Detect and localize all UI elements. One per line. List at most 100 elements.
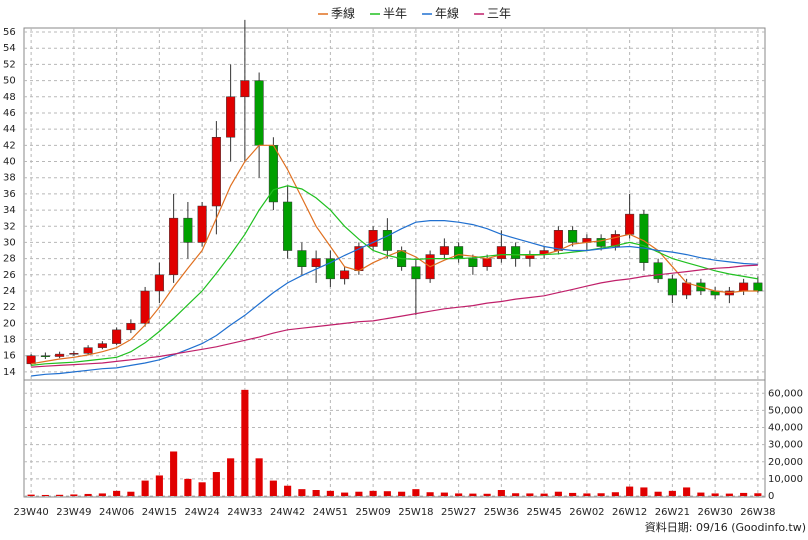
- ma-line: [31, 220, 758, 377]
- volume-bar: [70, 494, 78, 496]
- y-tick-label: 56: [3, 27, 16, 38]
- x-tick-label: 23W49: [56, 507, 91, 518]
- y-tick-label: 46: [3, 108, 16, 119]
- volume-bar: [711, 493, 719, 496]
- volume-bar: [298, 489, 306, 496]
- candle-body: [496, 246, 506, 259]
- candle-body: [382, 230, 392, 251]
- y-tick-label: 44: [3, 124, 16, 135]
- y-tick-label: 54: [3, 43, 16, 54]
- x-tick-label: 25W36: [484, 507, 519, 518]
- y-tick-label: 32: [3, 221, 16, 232]
- volume-bar: [412, 489, 420, 496]
- plot-frame: [23, 27, 766, 498]
- volume-tick-label: 0: [768, 491, 774, 502]
- candle-body: [553, 230, 563, 251]
- volume-tick-label: 10,000: [768, 474, 803, 485]
- volume-bar: [469, 493, 477, 496]
- volume-bar: [255, 458, 263, 496]
- candle-body: [411, 266, 421, 280]
- volume-tick-label: 30,000: [768, 440, 803, 451]
- candle-body: [596, 238, 606, 247]
- x-tick-label: 24W24: [184, 507, 219, 518]
- candle-body: [55, 353, 65, 357]
- x-tick-label: 25W27: [441, 507, 476, 518]
- footer: 資料日期: 09/16 (Goodinfo.tw): [645, 520, 806, 534]
- volume-bar: [184, 478, 192, 496]
- y-tick-label: 30: [3, 237, 16, 248]
- candle-body: [568, 230, 578, 243]
- candle-body: [610, 234, 620, 247]
- x-tick-label: 25W18: [398, 507, 433, 518]
- volume-bar: [170, 451, 178, 496]
- candle-body: [240, 80, 250, 98]
- volume-bar: [512, 493, 520, 496]
- volume-bar: [98, 493, 106, 496]
- volume-bar: [540, 493, 548, 496]
- volume-bar: [141, 480, 149, 496]
- volume-bar: [341, 492, 349, 496]
- volume-bar: [269, 480, 277, 496]
- candle-body: [83, 347, 93, 354]
- volume-bar: [526, 493, 534, 496]
- candle-body: [297, 250, 307, 267]
- y-tick-label: 20: [3, 318, 16, 329]
- volume-tick-label: 50,000: [768, 405, 803, 416]
- volume-bar: [554, 491, 562, 496]
- x-tick-label: 23W40: [13, 507, 48, 518]
- volume-bar: [668, 490, 676, 496]
- y-tick-label: 36: [3, 189, 16, 200]
- volume-bar: [41, 494, 49, 496]
- x-tick-label: 24W42: [270, 507, 305, 518]
- volume-bar: [683, 487, 691, 496]
- candle-body: [340, 270, 350, 280]
- candle-body: [468, 258, 478, 267]
- volume-bar: [754, 493, 762, 496]
- volume-bar: [27, 494, 35, 496]
- legend-label: 半年: [383, 7, 407, 21]
- candle-body: [97, 343, 107, 348]
- volume-bar: [326, 490, 334, 496]
- candle-body: [197, 205, 207, 243]
- volume-bar: [398, 491, 406, 496]
- candle-body: [653, 262, 663, 280]
- volume-bar: [227, 458, 235, 496]
- candle-body: [283, 201, 293, 251]
- y-tick-label: 40: [3, 157, 16, 168]
- y-tick-label: 14: [3, 367, 16, 378]
- y-tick-label: 16: [3, 351, 16, 362]
- x-tick-label: 24W33: [227, 507, 262, 518]
- x-tick-label: 25W45: [526, 507, 561, 518]
- volume-bar: [740, 492, 748, 496]
- volume-bar: [355, 491, 363, 496]
- y-tick-label: 22: [3, 302, 16, 313]
- volume-bar: [127, 491, 135, 496]
- candle-body: [40, 355, 50, 357]
- volume-tick-label: 20,000: [768, 457, 803, 468]
- volume-bar: [284, 485, 292, 496]
- volume-bar: [725, 493, 733, 496]
- volume-bar: [440, 492, 448, 496]
- volume-bar: [583, 493, 591, 496]
- x-tick-label: 24W15: [142, 507, 177, 518]
- candle-body: [211, 136, 221, 207]
- candle-body: [639, 213, 649, 263]
- candle-body: [454, 246, 464, 259]
- volume-bar: [212, 472, 220, 496]
- x-tick-label: 25W09: [355, 507, 390, 518]
- volume-tick-label: 60,000: [768, 388, 803, 399]
- volume-bar: [113, 490, 121, 496]
- ma-line: [31, 264, 758, 368]
- volume-bar: [198, 482, 206, 496]
- x-tick-label: 26W21: [655, 507, 690, 518]
- candle-body: [625, 213, 635, 235]
- candle-body: [169, 217, 179, 276]
- x-tick-label: 26W38: [740, 507, 775, 518]
- candle-body: [667, 278, 677, 296]
- y-tick-label: 18: [3, 335, 16, 346]
- candle-body: [140, 290, 150, 324]
- volume-bar: [611, 492, 619, 496]
- volume-tick-label: 40,000: [768, 423, 803, 434]
- x-tick-label: 26W12: [612, 507, 647, 518]
